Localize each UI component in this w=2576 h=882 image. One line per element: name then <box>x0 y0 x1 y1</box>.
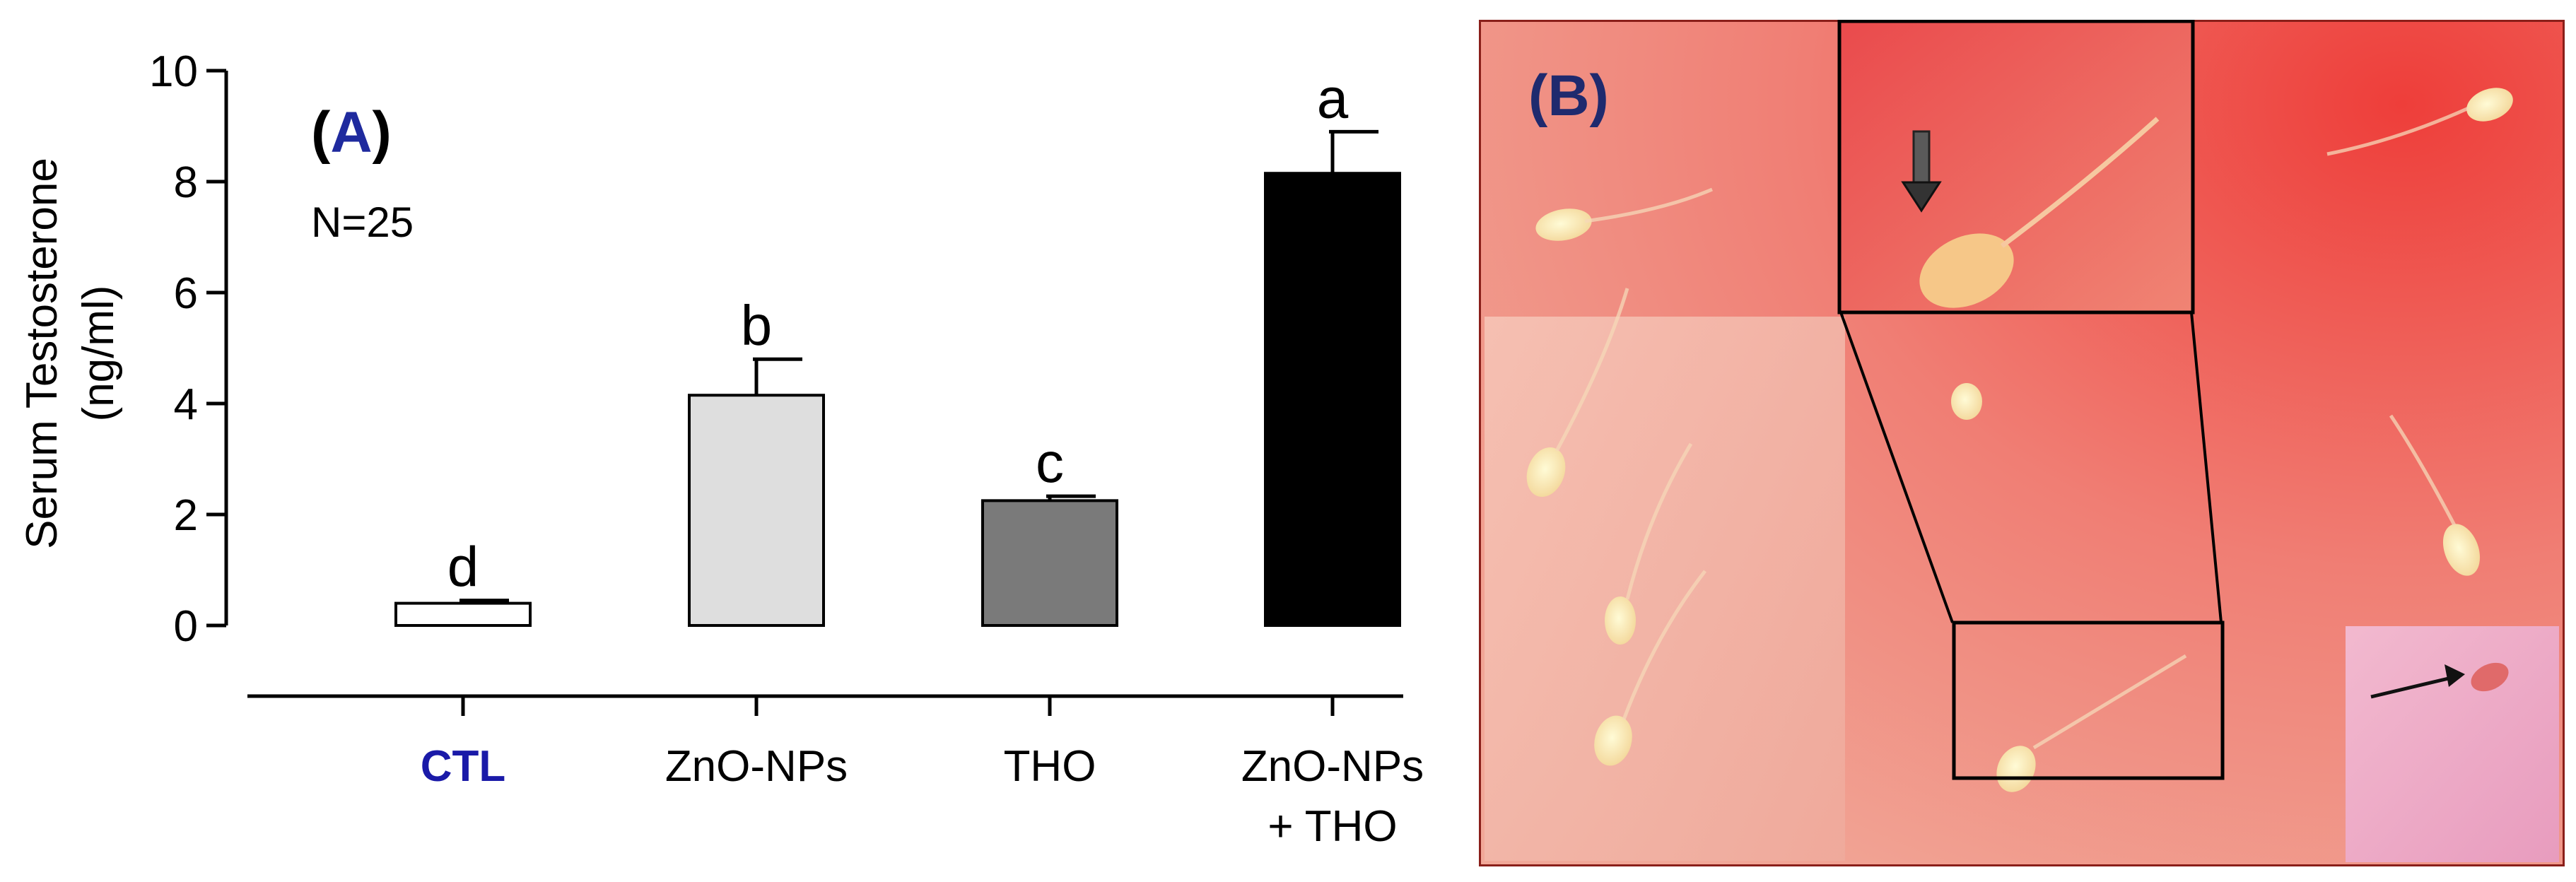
y-tick-label: 4 <box>174 380 198 429</box>
sperm-head <box>1535 208 1592 241</box>
significance-letter: d <box>447 536 479 599</box>
right-arrow-icon <box>2370 664 2465 699</box>
sperm-head <box>1594 715 1632 766</box>
panel-label-b-close-paren: ) <box>1590 64 1609 128</box>
panel-label-letter: A <box>330 100 372 165</box>
bar <box>394 601 532 627</box>
zoom-connector-left <box>1839 312 1954 623</box>
inset-sperm-head <box>1919 233 2014 308</box>
x-tick-label: CTL <box>421 742 506 791</box>
sperm-cells <box>1526 88 2513 792</box>
bar <box>688 394 825 627</box>
panel-label-a: (A) <box>311 100 392 165</box>
panel-label-close-paren: ) <box>373 100 392 165</box>
significance-letter: b <box>741 294 773 357</box>
sperm-tails <box>1555 106 2470 750</box>
significance-letter: c <box>1036 431 1064 494</box>
zoom-source-box <box>1952 621 2225 780</box>
y-tick-label: 10 <box>149 47 198 96</box>
bar <box>981 499 1118 627</box>
sperm-head <box>1605 596 1636 645</box>
x-tick-label: ZnO-NPs <box>665 742 848 791</box>
x-axis: CTL ZnO-NPs THO ZnO-NPs + THO <box>247 694 1424 851</box>
y-axis-label-line2: (ng/ml) <box>74 286 123 422</box>
zoom-connector-right <box>2190 312 2223 623</box>
inset-sperm-tail <box>2000 117 2160 248</box>
bars-group: d b c a <box>394 66 1401 628</box>
y-axis: 0 2 4 6 8 10 <box>149 47 228 651</box>
y-axis-label-line1: Serum Testosterone <box>18 158 66 549</box>
panel-label-b-open-paren: ( <box>1528 64 1548 128</box>
micrograph-panel-b: (B) <box>1479 20 2565 866</box>
x-tick-label: ZnO-NPs <box>1241 742 1424 791</box>
micrograph-left-patch <box>1485 317 1845 861</box>
panel-label-b: (B) <box>1528 64 1609 128</box>
panel-label-open-paren: ( <box>311 100 331 165</box>
sperm-head <box>2442 524 2481 576</box>
pink-inset-box <box>2346 626 2559 862</box>
significance-letter: a <box>1317 66 1349 129</box>
y-tick-label: 2 <box>174 491 198 540</box>
x-tick-label: THO <box>1004 742 1096 791</box>
panel-label-b-letter: B <box>1547 64 1589 128</box>
x-tick-label-line2: + THO <box>1267 802 1397 851</box>
y-tick-label: 6 <box>174 269 198 318</box>
sperm-head <box>2466 88 2513 122</box>
y-tick-label: 8 <box>174 158 198 207</box>
y-tick-label: 0 <box>174 602 198 651</box>
sperm-head <box>1951 383 1982 420</box>
bar <box>1264 172 1401 628</box>
down-arrow-icon <box>1901 130 1942 213</box>
bar-chart-panel-a: 0 2 4 6 8 10 d b c a CTL ZnO-NPs THO ZnO-NPs + THO (… <box>18 47 1424 851</box>
sperm-head <box>1996 746 2036 792</box>
sample-size-annotation: N=25 <box>311 199 414 246</box>
sperm-head <box>1526 447 1566 497</box>
zoom-inset-box <box>1837 20 2195 314</box>
pink-inset-sperm-head <box>2471 662 2509 692</box>
